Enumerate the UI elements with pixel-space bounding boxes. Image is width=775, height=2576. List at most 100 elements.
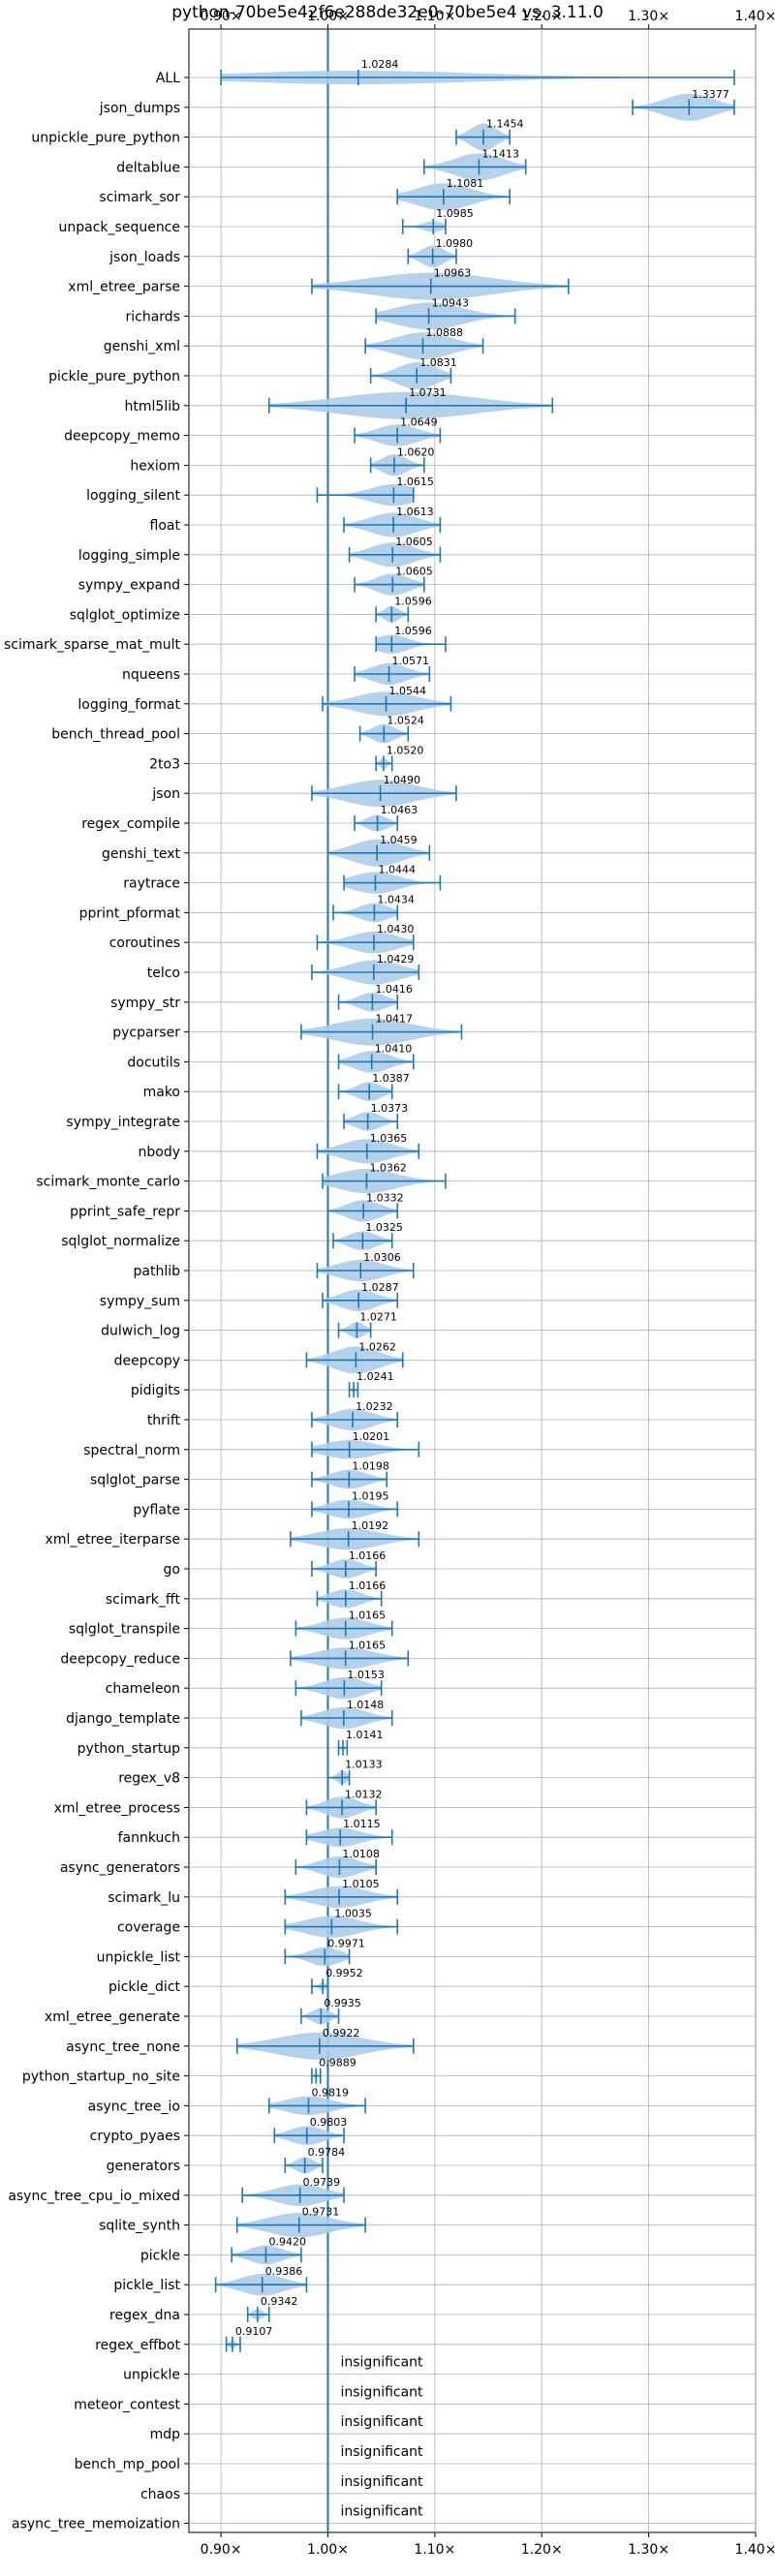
category-label: logging_silent [86, 488, 180, 504]
insignificant-label: insignificant [340, 2474, 423, 2490]
category-label: unpickle_pure_python [31, 131, 180, 146]
category-label: coroutines [109, 935, 180, 951]
value-label: 1.0417 [376, 1013, 414, 1026]
x-tick-label-top: 1.00× [307, 9, 349, 24]
value-label: 1.0430 [377, 923, 415, 935]
category-label: pyflate [133, 1502, 180, 1518]
category-label: pickle [140, 2248, 180, 2263]
value-label: 1.0520 [387, 744, 424, 756]
value-label: 0.9731 [302, 2206, 340, 2219]
category-label: genshi_xml [104, 339, 180, 354]
category-label: coverage [117, 1920, 180, 1936]
category-label: sympy_sum [100, 1294, 180, 1309]
value-label: 1.0232 [356, 1400, 393, 1413]
value-label: 1.0192 [352, 1519, 389, 1532]
category-label: scimark_sparse_mat_mult [4, 637, 180, 653]
category-label: nbody [139, 1145, 181, 1160]
category-label: json [151, 786, 180, 802]
category-label: html5lib [125, 399, 181, 414]
category-label: scimark_fft [106, 1592, 181, 1608]
category-label: generators [107, 2159, 180, 2174]
value-label: 1.0410 [375, 1042, 413, 1055]
value-label: 1.0105 [342, 1878, 380, 1890]
value-label: 1.0416 [375, 983, 413, 996]
value-label: 1.0524 [387, 715, 424, 727]
value-label: 0.9420 [268, 2235, 306, 2248]
insignificant-label: insignificant [340, 2414, 423, 2430]
category-label: unpickle_list [97, 1949, 181, 1965]
category-label: bench_thread_pool [51, 727, 180, 743]
category-label: meteor_contest [74, 2397, 180, 2412]
category-label: spectral_norm [83, 1443, 180, 1458]
category-label: pidigits [131, 1383, 180, 1398]
category-label: mako [143, 1085, 180, 1100]
value-label: 1.0613 [396, 506, 434, 518]
value-label: 1.0153 [347, 1669, 385, 1681]
chart-title: python-70be5e42f6e288de32e0-70be5e4 vs. … [171, 3, 604, 22]
value-label: 1.0108 [342, 1848, 380, 1860]
category-label: scimark_lu [108, 1890, 180, 1906]
category-label: sympy_integrate [66, 1115, 180, 1130]
value-label: 0.9342 [261, 2295, 298, 2308]
value-label: 1.0365 [370, 1132, 408, 1145]
value-label: 1.0362 [369, 1162, 407, 1175]
insignificant-label: insignificant [340, 2504, 423, 2520]
value-label: 1.0463 [381, 804, 418, 816]
category-label: sqlglot_normalize [61, 1234, 180, 1249]
category-label: django_template [66, 1711, 180, 1727]
category-label: dulwich_log [101, 1324, 180, 1339]
category-label: xml_etree_iterparse [46, 1532, 180, 1548]
value-label: 1.0115 [343, 1818, 381, 1830]
value-label: 1.0132 [345, 1788, 383, 1800]
value-label: 1.0963 [434, 267, 472, 280]
category-label: xml_etree_generate [45, 2009, 180, 2025]
insignificant-label: insignificant [340, 2355, 423, 2371]
category-label: logging_format [78, 697, 180, 713]
value-label: 1.0035 [334, 1908, 372, 1920]
value-label: 1.0596 [394, 625, 432, 637]
value-label: 1.0620 [397, 445, 435, 458]
category-label: chameleon [106, 1681, 180, 1697]
category-label: pickle_pure_python [48, 369, 180, 384]
violin-series: 1.0284 1.3377 1.1454 1.1413 1.1081 1.0985 1.09… [214, 58, 735, 2520]
x-axis-ticks: 0.90× 0.90× 1.00× 1.00× 1.10× 1.10× 1.20× 1.20×… [184, 9, 775, 2558]
value-label: 1.0133 [345, 1759, 383, 1771]
value-label: 1.0985 [436, 207, 474, 220]
category-label: chaos [140, 2487, 180, 2502]
category-label: ALL [156, 71, 180, 86]
category-label: deepcopy_memo [64, 429, 180, 445]
value-label: 1.0731 [409, 386, 447, 399]
x-tick-label-top: 1.30× [628, 9, 669, 24]
category-label: pycparser [112, 1026, 180, 1041]
category-label: telco [147, 966, 180, 981]
value-label: 1.0201 [353, 1430, 390, 1443]
value-label: 1.0198 [352, 1460, 389, 1473]
value-label: 1.0429 [377, 953, 415, 966]
category-label: pickle_dict [108, 1979, 181, 1995]
category-label: sqlite_synth [99, 2219, 180, 2234]
y-axis-categories: ALL json_dumps unpickle_pure_pythondeltabl… [4, 71, 180, 2532]
x-tick-label-bottom: 1.30× [628, 2542, 669, 2558]
category-label: regex_dna [109, 2308, 180, 2323]
category-label: go [164, 1562, 180, 1578]
value-label: 1.0980 [436, 237, 474, 250]
value-label: 1.0284 [361, 58, 399, 71]
value-label: 1.0605 [395, 566, 433, 578]
value-label: 1.0241 [356, 1370, 394, 1383]
value-label: 1.1413 [481, 147, 518, 160]
value-label: 0.9971 [327, 1937, 365, 1949]
category-label: deepcopy [114, 1353, 180, 1368]
x-tick-label-bottom: 1.00× [307, 2542, 349, 2558]
category-label: regex_effbot [95, 2338, 180, 2353]
value-label: 1.0165 [349, 1639, 387, 1651]
x-tick-label-bottom: 1.20× [521, 2542, 563, 2558]
category-label: xml_etree_process [54, 1800, 180, 1816]
category-label: raytrace [123, 876, 180, 892]
category-label: unpack_sequence [59, 220, 180, 235]
category-label: python_startup_no_site [22, 2070, 180, 2085]
value-label: 1.1081 [447, 177, 484, 190]
category-label: hexiom [130, 458, 180, 474]
category-label: pathlib [134, 1264, 181, 1279]
x-tick-label-top: 1.40× [735, 9, 775, 24]
